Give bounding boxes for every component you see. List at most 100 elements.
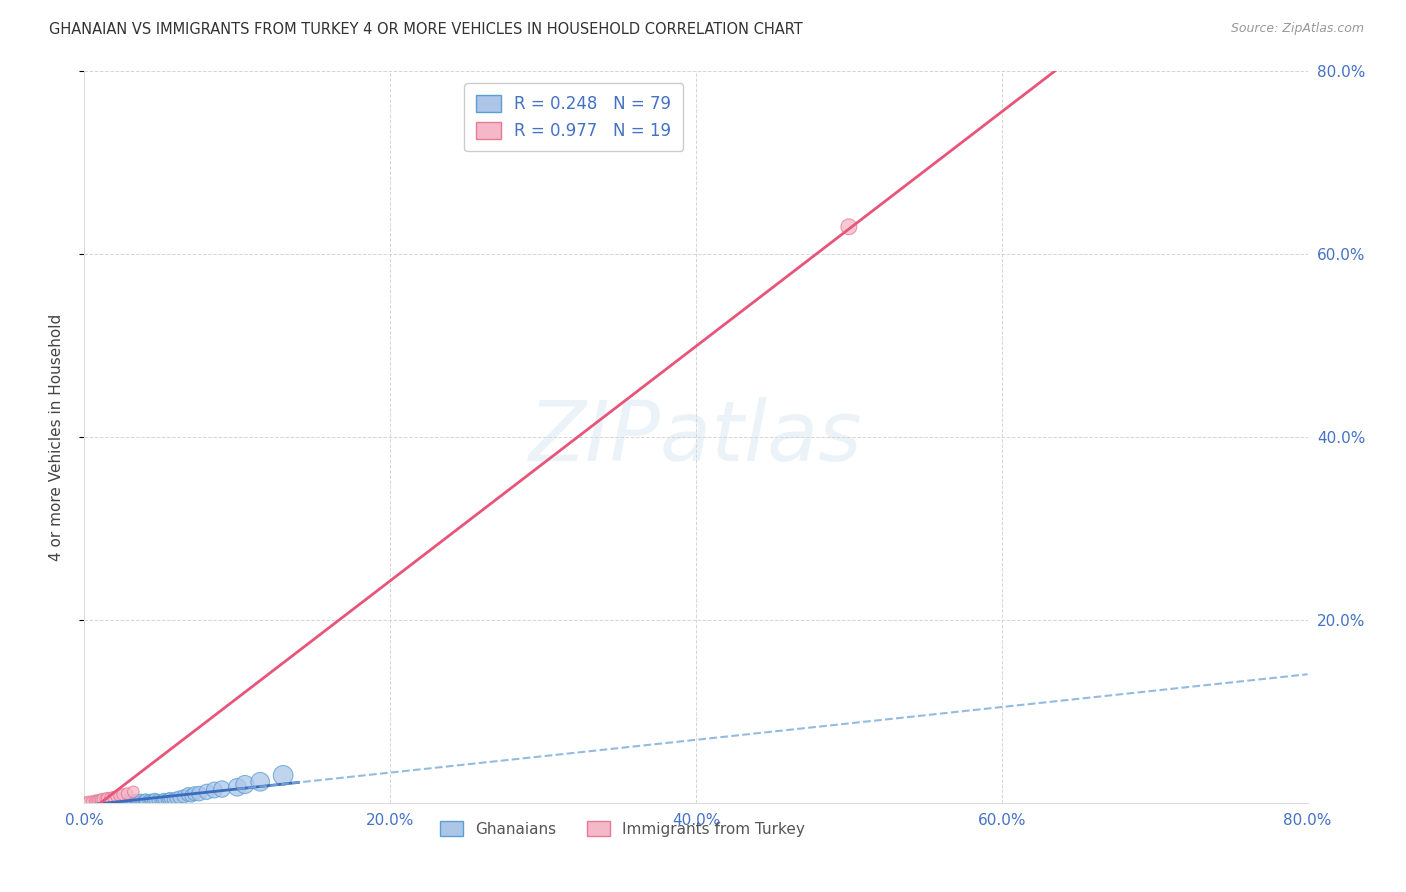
Point [94,794,117,808]
Point [105,796,128,810]
Point [188,787,211,801]
Point [112,794,135,808]
Point [90,793,112,807]
Point [125,795,148,809]
Point [93,794,115,808]
Point [249,774,271,789]
Point [120,795,142,809]
Point [153,792,176,806]
Text: Source: ZipAtlas.com: Source: ZipAtlas.com [1230,22,1364,36]
Point [110,792,132,806]
Point [91,792,114,806]
Point [104,793,127,807]
Point [91,796,114,810]
Point [108,789,131,803]
Point [121,793,143,807]
Point [101,796,124,810]
Point [271,768,294,782]
Point [132,794,155,808]
Point [96,795,118,809]
Point [111,796,134,810]
Point [73,796,96,810]
Point [77,795,100,809]
Point [89,794,111,808]
Point [141,794,163,808]
Point [177,788,200,802]
Point [75,796,97,810]
Point [105,795,128,809]
Point [127,795,149,809]
Point [87,794,110,808]
Point [173,789,195,804]
Point [146,793,169,807]
Point [838,219,860,234]
Point [115,796,138,810]
Point [98,792,121,806]
Point [159,791,181,805]
Point [233,778,256,792]
Point [104,794,127,808]
Point [107,795,129,809]
Point [104,794,127,808]
Point [98,791,121,805]
Point [125,793,148,807]
Point [180,789,202,803]
Point [167,790,190,805]
Point [139,793,162,807]
Point [162,792,184,806]
Point [128,794,150,808]
Point [108,793,131,807]
Point [165,791,187,805]
Point [96,796,118,810]
Point [115,787,138,801]
Point [80,795,103,809]
Point [122,785,145,799]
Point [111,795,134,809]
Point [96,791,118,805]
Point [226,780,249,795]
Point [93,795,115,809]
Point [111,788,134,802]
Point [89,795,111,809]
Point [107,794,129,808]
Point [142,793,165,807]
Text: ZIPatlas: ZIPatlas [529,397,863,477]
Point [120,794,142,808]
Point [94,792,117,806]
Point [105,789,128,804]
Point [86,794,108,808]
Point [75,796,97,810]
Point [143,792,166,806]
Point [86,796,108,810]
Y-axis label: 4 or more Vehicles in Household: 4 or more Vehicles in Household [49,313,63,561]
Point [122,795,145,809]
Point [150,793,173,807]
Point [114,793,136,807]
Point [89,793,111,807]
Point [94,793,117,807]
Legend: Ghanaians, Immigrants from Turkey: Ghanaians, Immigrants from Turkey [434,814,811,843]
Point [90,794,112,808]
Point [135,793,157,807]
Point [195,785,218,799]
Point [211,782,233,797]
Point [138,794,160,808]
Point [103,795,125,809]
Point [91,795,114,809]
Point [97,793,120,807]
Point [131,795,153,809]
Point [156,793,179,807]
Point [108,794,131,808]
Text: GHANAIAN VS IMMIGRANTS FROM TURKEY 4 OR MORE VEHICLES IN HOUSEHOLD CORRELATION C: GHANAIAN VS IMMIGRANTS FROM TURKEY 4 OR … [49,22,803,37]
Point [135,794,157,808]
Point [124,794,146,808]
Point [157,792,180,806]
Point [84,794,107,808]
Point [149,794,172,808]
Point [202,783,225,797]
Point [103,790,125,805]
Point [183,787,205,801]
Point [129,793,152,807]
Point [118,794,141,808]
Point [89,795,111,809]
